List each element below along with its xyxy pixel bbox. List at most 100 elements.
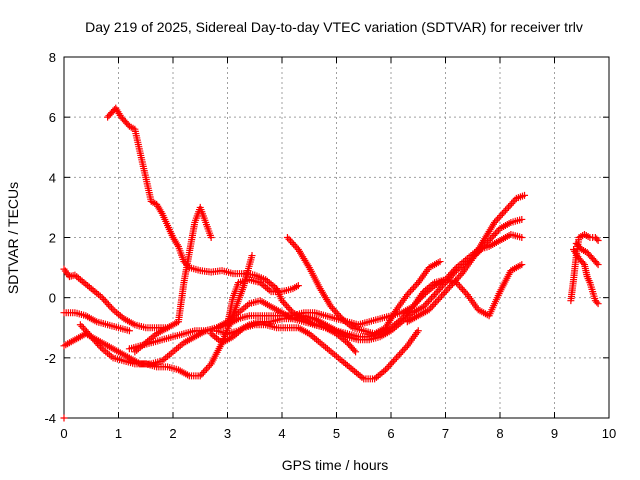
data-point xyxy=(78,322,86,330)
data-point xyxy=(397,349,405,357)
data-point xyxy=(455,273,463,281)
grid-lines xyxy=(64,57,609,418)
data-point xyxy=(207,234,215,241)
data-point xyxy=(92,338,100,346)
data-point xyxy=(199,368,207,376)
data-point xyxy=(445,272,453,280)
series-sat-o xyxy=(572,240,602,269)
data-point xyxy=(518,261,526,269)
data-point xyxy=(406,306,414,314)
data-point xyxy=(125,327,133,335)
series-sat-c xyxy=(60,309,133,335)
data-point xyxy=(450,278,458,286)
data-point xyxy=(415,296,423,304)
data-point xyxy=(434,295,442,303)
data-point xyxy=(391,356,399,364)
x-tick-label: 5 xyxy=(333,426,340,441)
data-point xyxy=(593,259,601,267)
series-sat-n xyxy=(570,246,602,308)
data-point xyxy=(396,350,404,358)
series-sat-k xyxy=(283,234,444,338)
data-point xyxy=(352,348,360,356)
data-point xyxy=(202,365,210,373)
series-sat-j xyxy=(224,276,302,329)
data-point xyxy=(93,340,101,348)
data-point xyxy=(350,346,358,354)
data-point xyxy=(424,298,432,306)
data-point xyxy=(498,210,506,218)
data-point xyxy=(491,230,499,238)
chart-title: Day 219 of 2025, Sidereal Day-to-day VTE… xyxy=(85,19,583,35)
data-point xyxy=(506,201,514,209)
data-point xyxy=(60,414,68,422)
data-point xyxy=(490,231,498,239)
data-point xyxy=(198,370,206,378)
data-point xyxy=(388,359,396,367)
data-point xyxy=(518,234,526,241)
data-point xyxy=(488,233,496,241)
data-point xyxy=(447,282,455,290)
series-sat-f xyxy=(131,203,215,356)
data-point xyxy=(98,294,106,302)
x-axis-label: GPS time / hours xyxy=(282,457,389,473)
x-tick-label: 10 xyxy=(602,426,616,441)
data-point xyxy=(284,304,292,312)
data-point xyxy=(335,311,343,319)
data-point xyxy=(398,315,406,323)
data-point xyxy=(106,302,114,310)
y-tick-label: 0 xyxy=(49,291,56,306)
data-point xyxy=(329,304,337,312)
data-point xyxy=(278,297,286,305)
data-point xyxy=(410,284,418,292)
data-point xyxy=(248,252,256,260)
data-point xyxy=(579,259,587,267)
data-point xyxy=(290,240,298,248)
data-point xyxy=(451,265,459,273)
data-point xyxy=(283,302,291,310)
data-point xyxy=(386,361,394,369)
data-point xyxy=(460,287,468,295)
data-point xyxy=(403,310,411,318)
data-point xyxy=(508,200,516,208)
data-point xyxy=(89,334,97,342)
data-point xyxy=(594,237,602,245)
data-point xyxy=(204,363,212,371)
data-point xyxy=(76,321,84,329)
data-point xyxy=(593,235,601,243)
data-point xyxy=(433,297,441,305)
data-point xyxy=(392,354,400,362)
data-point xyxy=(446,270,454,278)
series-sat-p xyxy=(60,414,68,422)
data-point xyxy=(281,300,289,308)
data-point xyxy=(434,287,442,295)
data-point xyxy=(410,301,418,309)
data-point xyxy=(83,328,91,336)
data-point xyxy=(285,235,293,243)
data-point xyxy=(394,352,402,360)
data-point xyxy=(436,258,444,266)
data-point xyxy=(494,215,502,223)
data-point xyxy=(101,297,109,305)
data-point xyxy=(594,300,602,308)
data-point xyxy=(487,235,495,243)
x-tick-label: 3 xyxy=(224,426,231,441)
data-point xyxy=(491,218,499,226)
data-point xyxy=(406,287,414,295)
data-point xyxy=(449,280,457,288)
data-point xyxy=(286,305,294,313)
y-tick-label: 2 xyxy=(49,231,56,246)
data-point xyxy=(87,333,95,341)
data-point xyxy=(511,196,519,204)
data-point xyxy=(293,244,301,252)
data-point xyxy=(103,299,111,307)
data-point xyxy=(425,306,433,314)
data-point xyxy=(521,191,529,199)
data-point xyxy=(100,295,108,303)
data-point xyxy=(497,212,505,220)
data-point xyxy=(423,299,431,307)
data-point xyxy=(294,282,302,290)
data-point xyxy=(327,303,335,311)
y-axis-label: SDTVAR / TECUs xyxy=(5,182,21,294)
data-point xyxy=(442,276,449,284)
data-point xyxy=(383,364,391,372)
